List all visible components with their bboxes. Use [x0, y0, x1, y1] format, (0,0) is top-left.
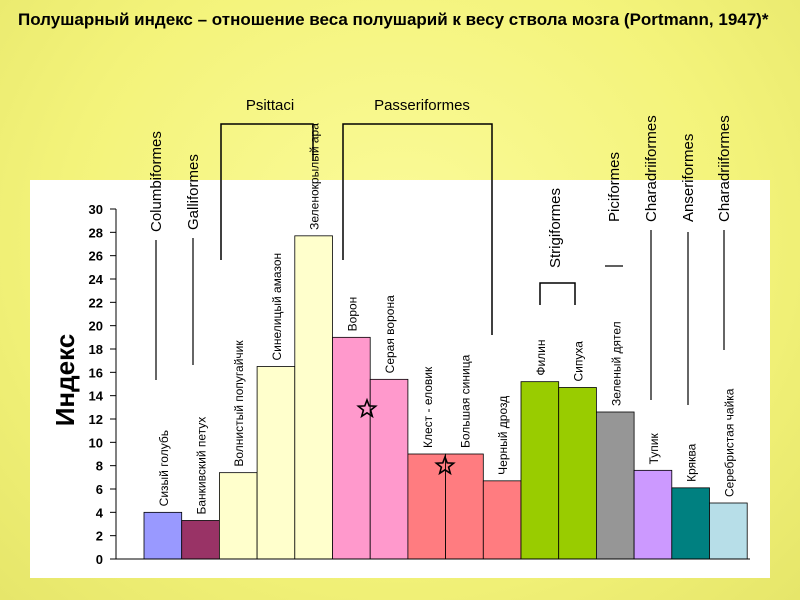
- bar: [671, 487, 710, 560]
- bar-label: Синелицый амазон: [270, 253, 284, 361]
- bar-label: Черный дрозд: [496, 396, 510, 475]
- bracket-strigiformes: [539, 282, 576, 305]
- bar: [256, 366, 296, 560]
- bar: [332, 336, 371, 560]
- bar: [181, 520, 220, 560]
- bar-label: Зеленокрылый ара: [308, 123, 322, 230]
- bar-label: Сипуха: [572, 341, 586, 382]
- bar-label: Серая ворона: [383, 295, 397, 373]
- y-tick-label: 6: [96, 482, 103, 497]
- y-tick-label: 24: [89, 272, 104, 287]
- page-title: Полушарный индекс – отношение веса полуш…: [18, 10, 769, 29]
- bar: [596, 411, 635, 560]
- bar: [445, 453, 484, 560]
- bar: [482, 480, 522, 560]
- y-tick-label: 22: [89, 295, 103, 310]
- bar: [218, 472, 258, 560]
- y-tick-label: 16: [89, 365, 103, 380]
- order-label: Charadriiformes: [716, 115, 733, 222]
- order-label: Charadriiformes: [643, 115, 660, 222]
- y-tick-label: 20: [89, 319, 103, 334]
- y-tick-label: 28: [89, 225, 103, 240]
- bar-label: Банкивский петух: [195, 417, 209, 515]
- y-tick-label: 4: [96, 505, 104, 520]
- bar-label: Большая синица: [458, 354, 472, 448]
- bar-label: Зеленый дятел: [609, 321, 623, 406]
- bar: [709, 502, 748, 560]
- bar-label: Волнистый попугайчик: [232, 340, 246, 467]
- y-tick-label: 8: [96, 459, 103, 474]
- bar-label: Ворон: [345, 297, 359, 332]
- group-label: Psittaci: [246, 97, 294, 114]
- order-label: Anseriformes: [680, 134, 697, 222]
- order-label: Strigiformes: [547, 188, 564, 268]
- y-tick-label: 30: [89, 202, 103, 217]
- star-icon: [356, 397, 378, 419]
- bar: [294, 235, 333, 560]
- order-label: Columbiformes: [148, 131, 165, 232]
- bar-label: Филин: [534, 339, 548, 375]
- bar: [143, 511, 183, 560]
- bar: [558, 387, 597, 560]
- bracket-psittaci: [220, 123, 314, 260]
- bracket-passeriformes: [342, 123, 493, 335]
- y-axis-title: Индекс: [50, 334, 80, 427]
- bar-label: Кряква: [685, 443, 699, 482]
- bar-label: Тупик: [647, 432, 661, 464]
- bar-label: Сизый голубь: [157, 430, 171, 506]
- y-tick-label: 10: [89, 435, 103, 450]
- group-label: Passeriformes: [374, 97, 470, 114]
- y-tick-label: 14: [89, 389, 104, 404]
- star-icon: [434, 454, 456, 476]
- order-label: Galliformes: [185, 154, 202, 230]
- y-tick-label: 0: [96, 552, 103, 567]
- bar-label: Клест - еловик: [421, 366, 435, 448]
- y-tick-label: 26: [89, 249, 103, 264]
- bar: [369, 378, 409, 560]
- bar-label: Серебристая чайка: [722, 388, 736, 497]
- y-tick-label: 18: [89, 342, 103, 357]
- order-label: Piciformes: [606, 152, 623, 222]
- bar: [633, 469, 673, 560]
- y-tick-label: 2: [96, 529, 103, 544]
- y-tick-label: 12: [89, 412, 103, 427]
- bar: [520, 381, 560, 560]
